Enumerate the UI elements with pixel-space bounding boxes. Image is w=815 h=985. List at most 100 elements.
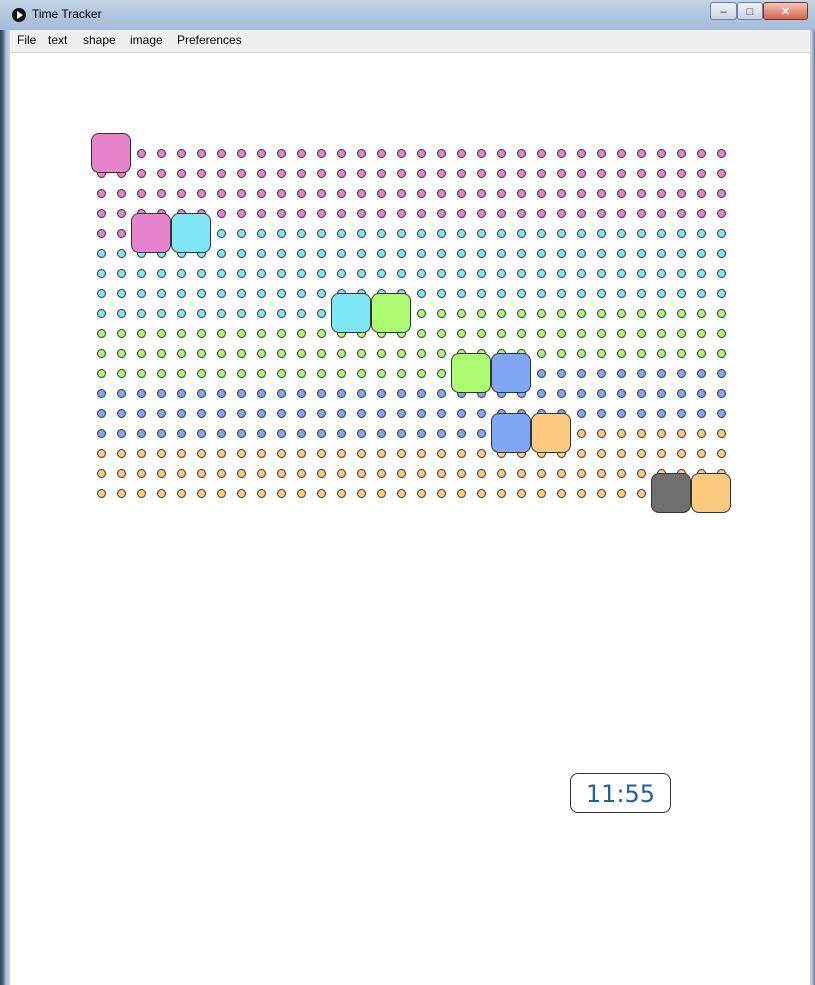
pink-activity-block[interactable] <box>131 213 171 253</box>
close-button[interactable]: ✕ <box>763 2 808 20</box>
green-activity-block[interactable] <box>451 353 491 393</box>
time-dot <box>256 448 266 458</box>
time-dot <box>456 168 466 178</box>
time-dot <box>396 348 406 358</box>
time-dot <box>516 488 526 498</box>
time-dot <box>576 348 586 358</box>
time-dot <box>716 408 726 418</box>
time-dot <box>536 488 546 498</box>
cyan-activity-block[interactable] <box>171 213 211 253</box>
time-dot <box>676 368 686 378</box>
time-dot <box>176 268 186 278</box>
time-dot <box>416 368 426 378</box>
time-dot <box>516 268 526 278</box>
time-dot <box>236 448 246 458</box>
time-dot <box>176 168 186 178</box>
title-bar[interactable]: Time Tracker – □ ✕ <box>0 0 815 30</box>
time-dot <box>576 308 586 318</box>
time-dot <box>276 408 286 418</box>
time-dot <box>276 168 286 178</box>
time-dot <box>556 228 566 238</box>
time-dot <box>196 488 206 498</box>
menu-text[interactable]: text <box>48 33 68 47</box>
time-dot <box>596 348 606 358</box>
time-dot <box>656 448 666 458</box>
time-dot <box>216 348 226 358</box>
time-dot <box>276 248 286 258</box>
time-dot <box>96 428 106 438</box>
time-dot <box>396 428 406 438</box>
menu-file[interactable]: File <box>17 33 37 47</box>
menu-image[interactable]: image <box>130 33 163 47</box>
time-dot <box>356 168 366 178</box>
time-dot <box>436 208 446 218</box>
time-dot <box>96 188 106 198</box>
time-dot <box>516 168 526 178</box>
time-dot <box>96 408 106 418</box>
time-dot <box>716 448 726 458</box>
time-dot <box>136 348 146 358</box>
time-dot <box>136 328 146 338</box>
orange-activity-block[interactable] <box>691 473 731 513</box>
time-dot <box>636 428 646 438</box>
time-dot <box>676 348 686 358</box>
time-dot <box>516 288 526 298</box>
time-dot <box>636 468 646 478</box>
time-dot <box>196 428 206 438</box>
time-dot <box>456 188 466 198</box>
time-dot <box>636 168 646 178</box>
time-dot <box>236 288 246 298</box>
time-dot <box>616 408 626 418</box>
time-dot <box>296 148 306 158</box>
time-dot <box>176 148 186 158</box>
time-dot <box>276 208 286 218</box>
time-dot <box>136 168 146 178</box>
time-dot <box>536 288 546 298</box>
time-dot <box>396 448 406 458</box>
minimize-button[interactable]: – <box>710 2 737 20</box>
pink-activity-block[interactable] <box>91 133 131 173</box>
time-dot <box>256 248 266 258</box>
blue-activity-block[interactable] <box>491 413 531 453</box>
time-dot <box>536 388 546 398</box>
time-dot <box>196 188 206 198</box>
time-dot <box>216 368 226 378</box>
time-dot <box>376 248 386 258</box>
time-dot <box>556 388 566 398</box>
time-dot <box>176 368 186 378</box>
time-dot <box>676 168 686 178</box>
menu-preferences[interactable]: Preferences <box>177 33 242 47</box>
time-tracker-canvas[interactable] <box>10 53 810 985</box>
time-dot <box>716 288 726 298</box>
time-dot <box>336 148 346 158</box>
menu-shape[interactable]: shape <box>83 33 116 47</box>
gray-activity-block[interactable] <box>651 473 691 513</box>
time-dot <box>256 148 266 158</box>
time-dot <box>196 388 206 398</box>
time-dot <box>596 168 606 178</box>
time-dot <box>716 348 726 358</box>
time-dot <box>156 488 166 498</box>
time-dot <box>116 388 126 398</box>
time-dot <box>616 368 626 378</box>
time-dot <box>216 388 226 398</box>
blue-activity-block[interactable] <box>491 353 531 393</box>
time-dot <box>116 268 126 278</box>
time-dot <box>176 468 186 478</box>
time-dot <box>176 448 186 458</box>
time-dot <box>596 228 606 238</box>
time-dot <box>296 488 306 498</box>
time-dot <box>116 208 126 218</box>
time-dot <box>156 408 166 418</box>
time-dot <box>396 368 406 378</box>
time-dot <box>156 268 166 278</box>
green-activity-block[interactable] <box>371 293 411 333</box>
time-dot <box>356 208 366 218</box>
orange-activity-block[interactable] <box>531 413 571 453</box>
time-dot <box>516 228 526 238</box>
time-dot <box>96 288 106 298</box>
cyan-activity-block[interactable] <box>331 293 371 333</box>
maximize-button[interactable]: □ <box>737 2 763 20</box>
time-dot <box>696 428 706 438</box>
time-dot <box>496 288 506 298</box>
